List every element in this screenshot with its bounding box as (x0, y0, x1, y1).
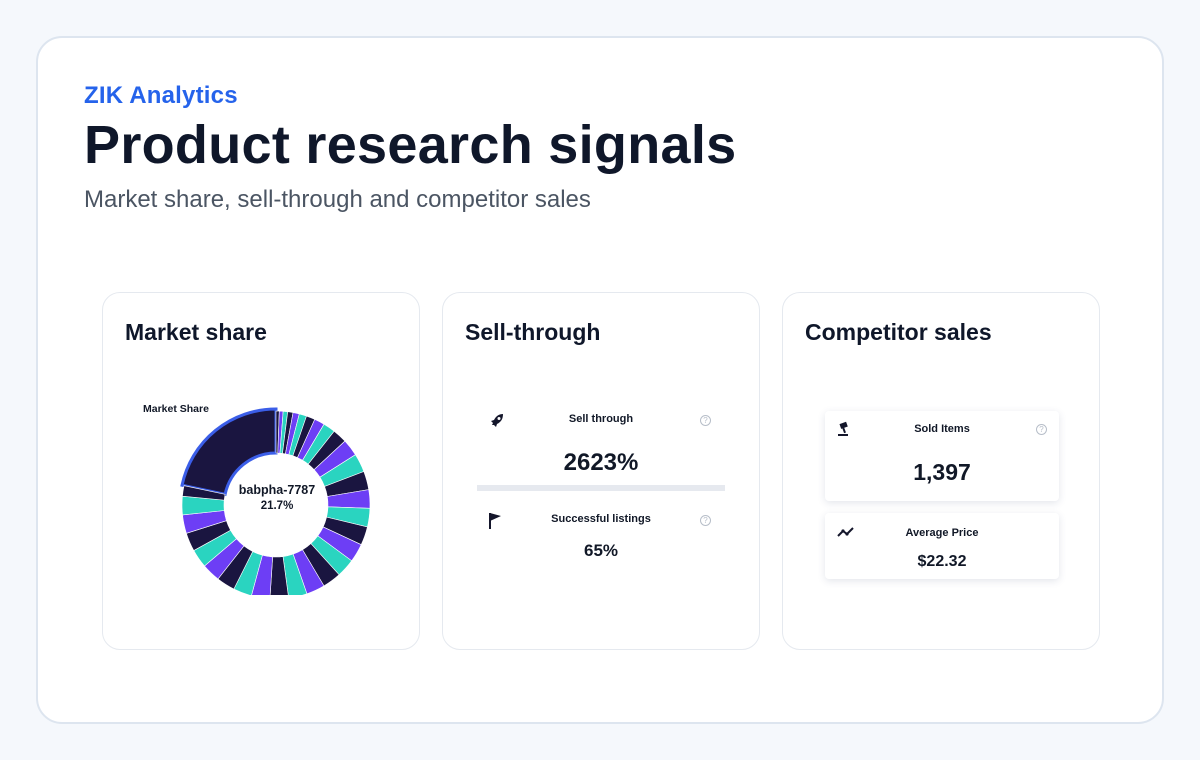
competitor-sales-card: Competitor sales Sold Items ? 1,397 Aver… (782, 292, 1100, 650)
donut-legend-title: Market Share (143, 403, 209, 415)
market-share-card: Market share Market Share babpha-7787 21… (102, 292, 420, 650)
trend-icon (837, 525, 855, 543)
help-icon[interactable]: ? (700, 515, 711, 526)
rocket-icon (487, 411, 507, 436)
sell-through-card: Sell-through Sell through ? 2623% Succes… (442, 292, 760, 650)
donut-slice-highlight (180, 407, 278, 497)
metric-value: $22.32 (917, 553, 967, 570)
market-share-donut (180, 407, 371, 595)
metric-value: 65% (583, 541, 619, 560)
card-title: Market share (125, 319, 267, 345)
help-icon[interactable]: ? (1036, 424, 1047, 435)
market-share-widget: Market Share babpha-7787 21.7% (141, 399, 373, 595)
brand-label: ZIK Analytics (84, 82, 238, 109)
card-title: Competitor sales (805, 319, 992, 345)
page-subtitle: Market share, sell-through and competito… (84, 186, 591, 213)
donut-center-value: 21.7% (260, 500, 294, 512)
donut-center-name: babpha-7787 (238, 483, 316, 497)
help-icon[interactable]: ? (700, 415, 711, 426)
metric-label: Sell through (568, 413, 634, 425)
sell-through-metric: Sell through ? 2623% (477, 405, 725, 491)
donut-center: babpha-7787 21.7% (229, 483, 325, 512)
metric-value: 2623% (563, 449, 639, 476)
page-frame: ZIK Analytics Product research signals M… (36, 36, 1164, 724)
donut-slice (182, 485, 226, 501)
metric-label: Successful listings (551, 513, 651, 525)
sold-items-metric: Sold Items ? 1,397 (825, 411, 1059, 501)
flag-icon (487, 511, 505, 536)
average-price-metric: Average Price $22.32 (825, 513, 1059, 579)
successful-listings-metric: Successful listings ? 65% (477, 505, 725, 579)
metric-label: Sold Items (914, 423, 970, 435)
metric-value: 1,397 (913, 459, 971, 485)
metric-label: Average Price (905, 527, 979, 539)
gavel-icon (837, 421, 853, 442)
card-title: Sell-through (465, 319, 601, 345)
page-title: Product research signals (84, 115, 737, 175)
